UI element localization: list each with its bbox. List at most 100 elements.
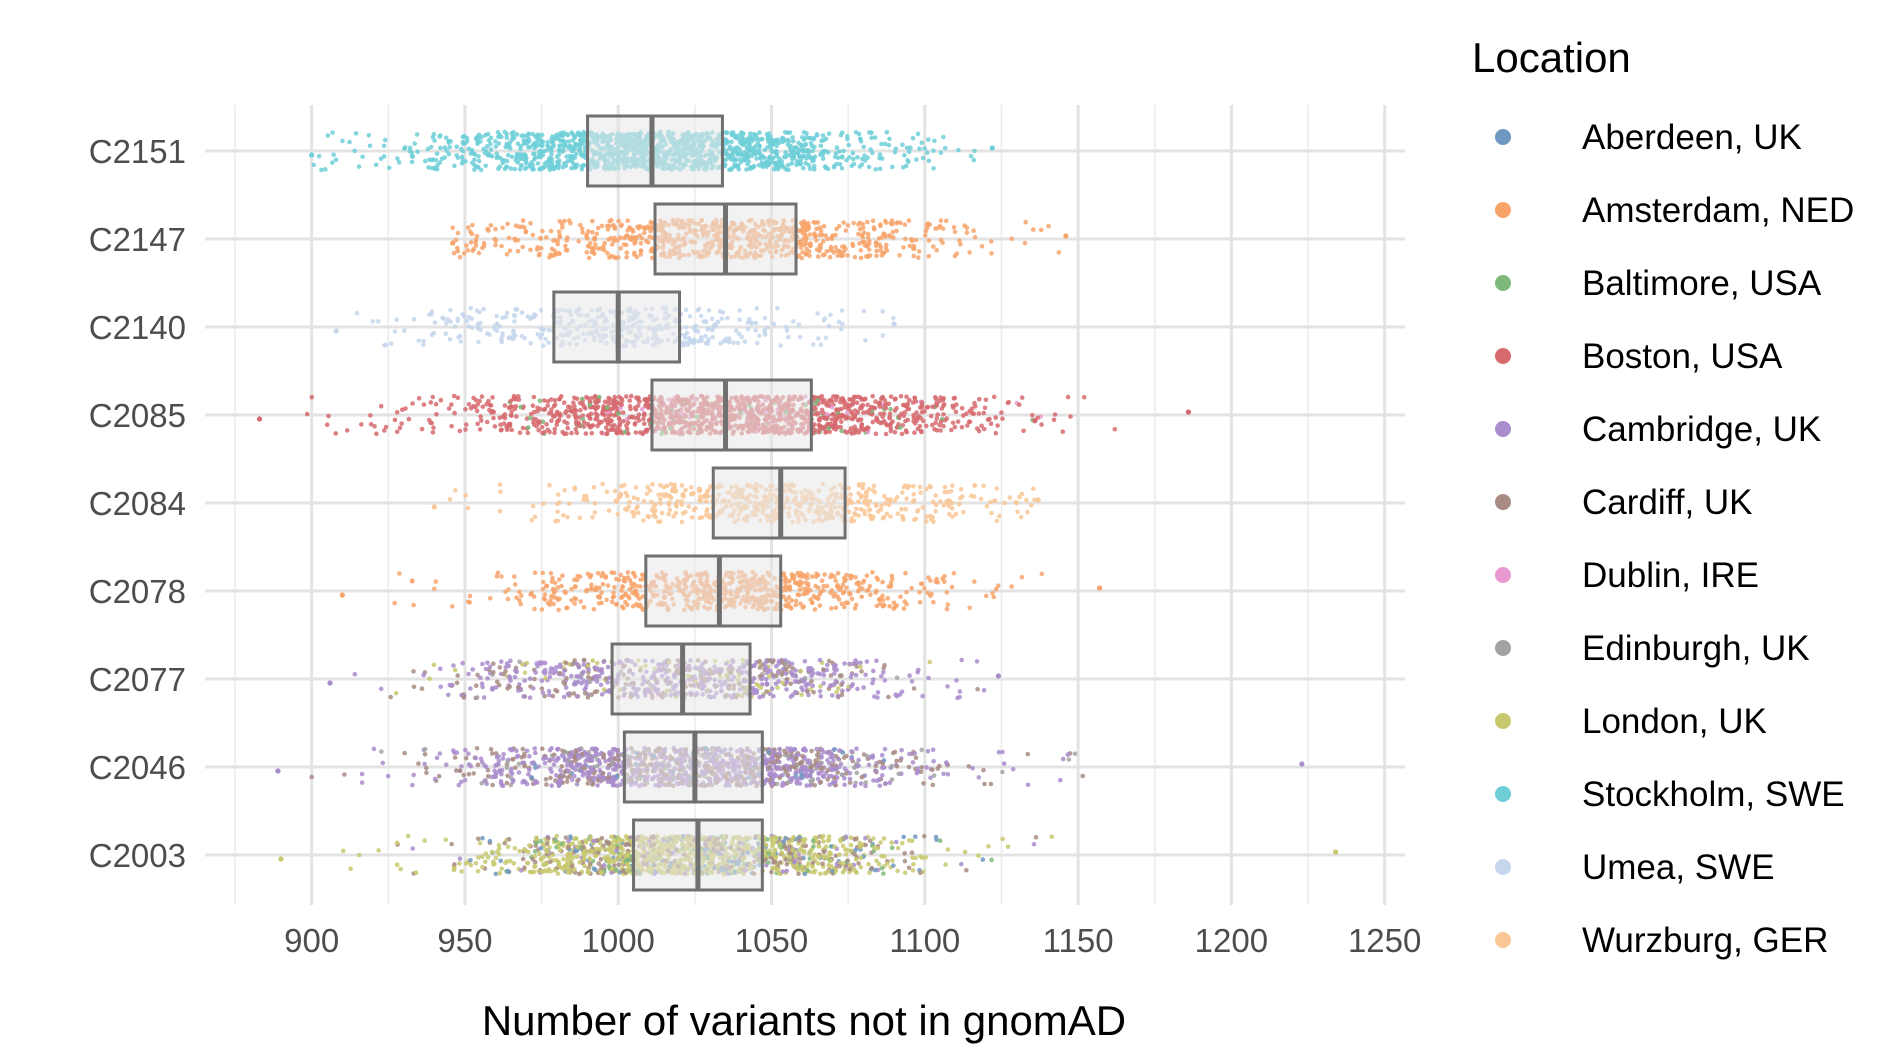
data-point: [443, 135, 449, 140]
data-point: [666, 511, 672, 517]
data-point: [433, 402, 439, 407]
data-point: [507, 248, 513, 254]
data-point: [843, 228, 849, 233]
data-point: [470, 222, 475, 228]
data-point: [591, 245, 597, 251]
data-point: [1005, 400, 1011, 406]
data-point: [839, 326, 844, 332]
data-point: [606, 395, 611, 401]
data-point: [1015, 509, 1020, 515]
data-point: [903, 428, 909, 433]
data-point: [347, 139, 352, 145]
data-point: [597, 419, 602, 425]
data-point: [819, 407, 825, 413]
data-point: [455, 248, 461, 254]
data-point: [817, 232, 822, 238]
data-point: [790, 138, 796, 144]
data-point: [832, 163, 837, 168]
data-point: [460, 148, 466, 154]
data-point: [498, 422, 503, 428]
data-point: [1009, 236, 1014, 242]
data-point: [1068, 414, 1073, 419]
data-point: [447, 337, 453, 342]
data-point: [511, 129, 516, 135]
data-point: [994, 518, 1000, 524]
data-point: [951, 225, 957, 230]
data-point: [541, 579, 546, 585]
data-point: [877, 166, 883, 172]
data-point: [649, 499, 654, 505]
data-point: [989, 510, 994, 516]
data-point: [412, 141, 418, 146]
data-point: [464, 138, 470, 144]
data-point: [500, 157, 505, 163]
data-point: [580, 230, 585, 235]
data-point: [762, 147, 768, 153]
data-point: [904, 589, 909, 595]
data-point: [589, 395, 594, 401]
data-point: [452, 324, 458, 329]
data-point: [849, 519, 854, 524]
data-point: [458, 339, 464, 344]
data-point: [928, 413, 934, 419]
data-point: [493, 144, 499, 149]
data-point: [724, 130, 729, 136]
data-point: [464, 318, 470, 324]
data-point: [988, 499, 993, 505]
data-point: [857, 241, 862, 246]
data-point: [641, 518, 646, 523]
data-point: [753, 328, 758, 333]
data-point: [814, 238, 819, 243]
data-point: [367, 143, 373, 149]
data-point: [581, 497, 587, 503]
data-point: [965, 423, 970, 428]
data-point: [479, 418, 484, 423]
data-point: [511, 331, 516, 337]
data-point: [821, 239, 826, 244]
data-point: [924, 519, 929, 524]
data-point: [1030, 413, 1035, 418]
data-point: [807, 253, 812, 259]
data-point: [504, 135, 510, 140]
data-point: [599, 430, 604, 436]
data-point: [993, 430, 999, 436]
data-point: [469, 316, 475, 322]
data-point: [807, 232, 813, 237]
data-point: [893, 146, 899, 152]
data-point: [892, 498, 898, 504]
data-point: [463, 407, 468, 412]
data-point: [602, 412, 607, 418]
data-point: [675, 499, 680, 504]
data-point: [561, 146, 566, 152]
data-point: [991, 394, 997, 400]
data-point: [632, 250, 637, 256]
data-point: [903, 404, 909, 409]
data-point: [958, 242, 963, 247]
data-point: [326, 413, 331, 419]
data-point: [748, 131, 753, 136]
data-point: [437, 134, 442, 139]
data-point: [540, 143, 545, 149]
data-point: [538, 246, 544, 251]
data-point: [788, 153, 793, 158]
data-point: [493, 226, 498, 232]
data-point: [959, 405, 965, 411]
data-point: [735, 151, 741, 156]
data-point: [952, 424, 958, 430]
data-point: [972, 483, 977, 488]
data-point: [607, 413, 612, 419]
data-point: [396, 160, 402, 165]
data-point: [560, 225, 565, 230]
data-point: [627, 398, 632, 403]
data-point: [942, 484, 948, 490]
data-point: [557, 219, 562, 224]
data-point: [933, 502, 939, 508]
data-point: [917, 589, 922, 595]
data-point: [1007, 495, 1013, 500]
data-point: [644, 429, 649, 434]
data-point: [479, 394, 485, 399]
data-point: [382, 428, 387, 433]
data-point: [354, 310, 360, 316]
data-point: [395, 156, 400, 161]
data-point: [881, 515, 887, 520]
